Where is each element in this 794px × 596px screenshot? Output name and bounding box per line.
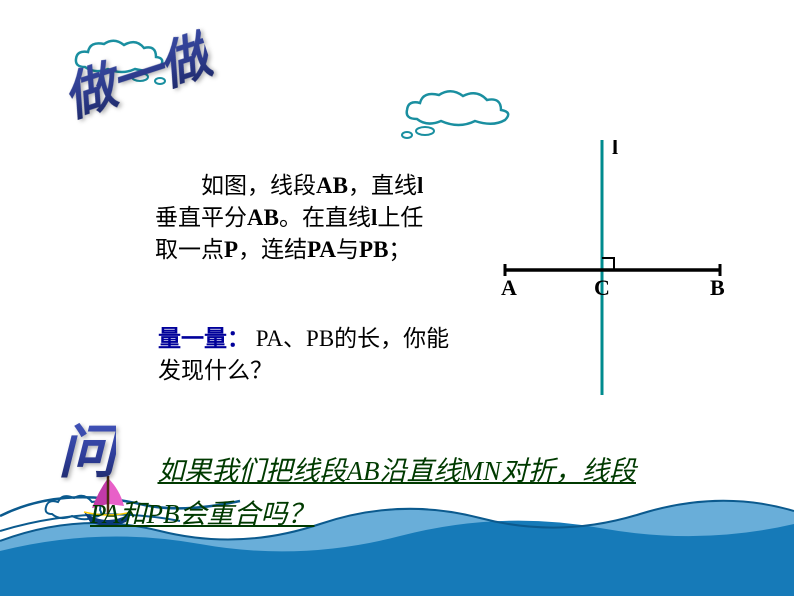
measure-lead: 量一量： xyxy=(158,326,250,351)
section-title: 做一做 xyxy=(52,14,218,132)
svg-text:B: B xyxy=(710,275,725,300)
svg-text:C: C xyxy=(594,275,610,300)
question-text: 如果我们把线段AB沿直线MN对折，线段PA和PB会重合吗？ xyxy=(90,450,650,536)
svg-text:A: A xyxy=(501,275,517,300)
problem-text: 如图，线段AB，直线l垂直平分AB。在直线l上任取一点P，连结PA与PB； xyxy=(155,170,445,267)
cloud-icon xyxy=(395,85,525,140)
measure-prompt: 量一量： PA、PB的长，你能发现什么？ xyxy=(158,323,468,387)
geometry-diagram: l A C B xyxy=(495,140,745,400)
svg-text:l: l xyxy=(612,140,618,159)
